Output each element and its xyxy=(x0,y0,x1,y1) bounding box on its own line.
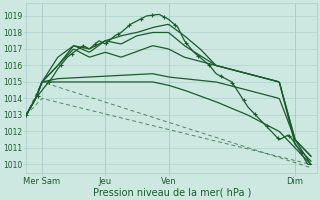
X-axis label: Pression niveau de la mer( hPa ): Pression niveau de la mer( hPa ) xyxy=(92,187,251,197)
